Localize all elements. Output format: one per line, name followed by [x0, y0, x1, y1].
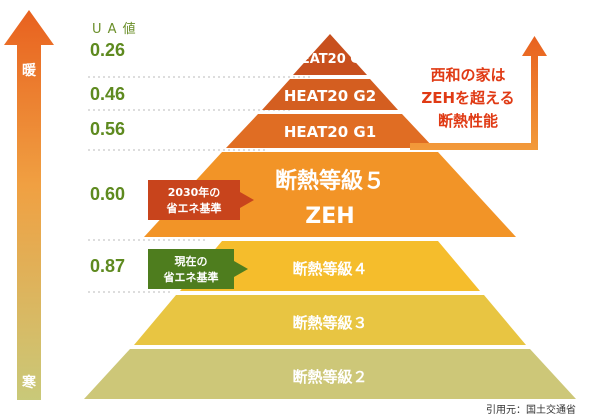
callout-current-line2: 省エネ基準 [163, 270, 219, 284]
cold-label: 寒 [22, 375, 36, 391]
tier-label-heat20-g2: HEAT20 G2 [284, 87, 376, 105]
note-line1: 西和の家は [430, 66, 505, 84]
note-bent-arrow [410, 36, 547, 150]
ua-value-g1: 0.56 [90, 119, 126, 139]
ua-value-g3: 0.26 [90, 40, 126, 60]
tier-label-zeh: ZEH [305, 204, 354, 229]
tier-heat20-g2 [262, 79, 398, 110]
tier-label-heat20-g1: HEAT20 G1 [284, 123, 376, 141]
tier-grade2 [84, 349, 576, 399]
callout-2030-line2: 省エネ基準 [166, 201, 222, 215]
tier-label-grade4: 断熱等級４ [292, 260, 367, 278]
callout-current-box [148, 249, 248, 289]
tier-label-heat20-g3: HEAT20 G3 [290, 52, 370, 67]
guide-lines [88, 76, 310, 293]
note-line2: ZEHを超える [421, 89, 514, 107]
ua-value-grade4: 0.87 [90, 256, 126, 276]
warm-label: 暖 [22, 63, 36, 79]
tier-heat20-g1 [226, 114, 434, 148]
callout-current-standard: 現在の 省エネ基準 [148, 249, 248, 289]
ua-value-grade5: 0.60 [90, 184, 126, 204]
warm-cold-arrow [4, 10, 54, 400]
callout-2030-line1: 2030年の [168, 185, 221, 199]
seiwa-note: 西和の家は ZEHを超える 断熱性能 [410, 36, 547, 150]
tier-label-grade3: 断熱等級３ [292, 314, 367, 332]
source-credit: 引用元：国土交通省 [486, 405, 576, 416]
tier-label-grade5: 断熱等級５ [275, 168, 385, 194]
callout-2030-box [148, 180, 254, 220]
note-line3: 断熱性能 [438, 112, 498, 130]
ua-value-header: U A 値 [92, 22, 137, 37]
tier-grade3 [134, 295, 526, 345]
tier-heat20-g3 [293, 34, 367, 75]
callout-current-line1: 現在の [175, 254, 208, 268]
callout-2030-standard: 2030年の 省エネ基準 [148, 180, 254, 220]
ua-value-g2: 0.46 [90, 84, 126, 104]
tier-grade4-band [180, 241, 480, 291]
tier-label-grade2: 断熱等級２ [292, 368, 367, 386]
